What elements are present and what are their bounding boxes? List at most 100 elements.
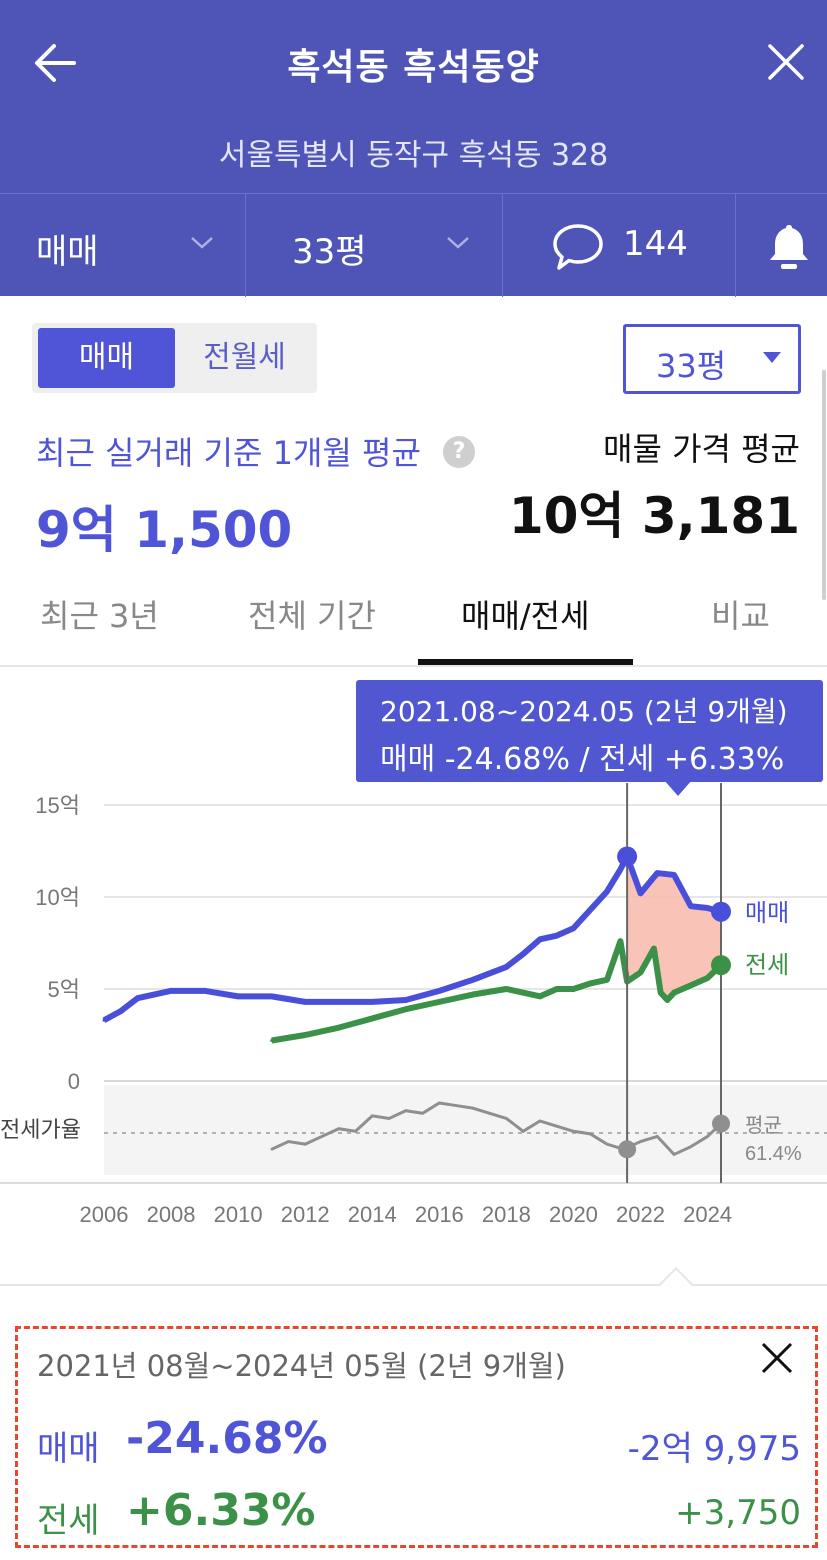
close-icon[interactable] (760, 1341, 794, 1375)
summary-sale-pct: -24.68% (126, 1413, 328, 1464)
ratio-line (271, 1101, 723, 1157)
size-dropdown[interactable]: 33평 (246, 194, 503, 297)
sale-point (404, 998, 408, 1002)
sale-point (655, 871, 659, 875)
summary-sale-amount: -2억 9,975 (627, 1429, 801, 1469)
tab-recent-3y[interactable]: 최근 3년 (40, 597, 159, 635)
size-select[interactable]: 33평 (623, 324, 801, 394)
price-chart[interactable]: 15억 10억 5억 0 2006 2008 2010 2012 2014 2016 2018 202… (0, 670, 827, 1230)
tab-sale-jeonse[interactable]: 매매/전세 (461, 597, 590, 635)
toggle-jeonse-wolse[interactable]: 전월세 (203, 340, 286, 375)
recent-price-label: 최근 실거래 기준 1개월 평균 (36, 434, 421, 472)
ratio-point (287, 1140, 290, 1143)
sale-point (605, 889, 609, 893)
x-tick-label: 2020 (549, 1202, 598, 1227)
ratio-point (320, 1135, 324, 1138)
range-fill-area (627, 856, 721, 1001)
sale-point (270, 994, 274, 998)
jeonse-point (555, 987, 559, 991)
active-tab-underline (418, 659, 633, 665)
x-tick-label: 2010 (214, 1202, 263, 1227)
ratio-label: 전세가율 (0, 1117, 81, 1142)
x-tick-label: 2018 (482, 1202, 531, 1227)
jeonse-point (665, 998, 669, 1002)
jeonse-point (337, 1026, 341, 1030)
help-icon[interactable]: ? (443, 436, 475, 468)
jeonse-point (588, 981, 592, 985)
sale-start-marker (617, 846, 638, 867)
scrollbar[interactable] (822, 370, 826, 600)
tooltip-change: 매매 -24.68% / 전세 +6.33% (380, 742, 785, 777)
ratio-avg-value: 61.4% (745, 1143, 802, 1165)
sale-point (618, 867, 622, 871)
ratio-point (371, 1114, 374, 1118)
bell-icon (770, 225, 808, 269)
series-line-jeonse (271, 938, 724, 1044)
summary-period: 2021년 08월~2024년 05월 (2년 9개월) (37, 1349, 566, 1383)
comments-button[interactable]: 144 (503, 194, 736, 297)
jeonse-end-marker (711, 955, 731, 976)
ratio-end-marker (712, 1114, 730, 1133)
chevron-down-icon (447, 237, 469, 249)
sale-point (102, 1018, 106, 1022)
recent-price: 9억 1,500 (36, 501, 293, 559)
summary-jeonse-label: 전세 (37, 1501, 100, 1541)
back-arrow-icon[interactable] (30, 40, 80, 86)
divider (0, 1284, 827, 1286)
period-tabs: 최근 3년 전체 기간 매매/전세 비교 (0, 575, 827, 667)
jeonse-point (689, 983, 693, 987)
ratio-band (104, 1085, 827, 1175)
jeonse-point (270, 1039, 274, 1043)
range-tooltip: 2021.08~2024.05 (2년 9개월) 매매 -24.68% / 전세… (356, 680, 823, 796)
sale-point (471, 978, 475, 982)
notification-button[interactable] (736, 194, 827, 297)
jeonse-point (504, 987, 508, 991)
jeonse-point (659, 991, 663, 995)
jeonse-point (370, 1016, 374, 1020)
summary-sale-label: 매매 (37, 1429, 100, 1469)
ratio-point (589, 1132, 592, 1136)
jeonse-point (652, 947, 656, 951)
tab-all-period[interactable]: 전체 기간 (248, 597, 376, 635)
jeonse-point (404, 1007, 408, 1011)
ratio-point (672, 1153, 676, 1156)
tooltip-arrow (664, 780, 692, 796)
close-icon[interactable] (764, 40, 808, 84)
sale-point (337, 1000, 341, 1004)
jeonse-point (303, 1033, 307, 1037)
sale-point (521, 952, 525, 956)
toggle-sale[interactable]: 매매 (38, 328, 175, 388)
trade-type-toggle: 매매 전월세 (32, 323, 317, 393)
size-label: 33평 (292, 232, 367, 272)
ratio-point (404, 1109, 407, 1112)
summary-jeonse-amount: +3,750 (675, 1493, 801, 1533)
jeonse-point (672, 991, 676, 995)
y-tick-label: 0 (68, 1069, 80, 1094)
trade-type-dropdown[interactable]: 매매 (0, 194, 246, 297)
sale-point (538, 937, 542, 941)
x-tick-label: 2022 (616, 1202, 665, 1227)
ratio-point (337, 1127, 340, 1130)
listing-price: 10억 3,181 (508, 487, 800, 545)
ratio-point (689, 1145, 693, 1148)
ratio-point (538, 1119, 542, 1123)
tooltip-period: 2021.08~2024.05 (2년 9개월) (380, 695, 788, 728)
sale-point (672, 873, 676, 877)
divider-notch (659, 1267, 693, 1301)
sale-point (571, 926, 575, 930)
ratio-point (387, 1117, 391, 1120)
ratio-point (438, 1101, 441, 1105)
sale-point (203, 989, 207, 993)
trade-type-label: 매매 (36, 232, 99, 272)
sale-point (236, 994, 240, 998)
ratio-point (521, 1130, 525, 1133)
ratio-point (505, 1117, 508, 1120)
legend-jeonse: 전세 (745, 952, 789, 979)
listing-price-label: 매물 가격 평균 (603, 430, 800, 468)
summary-jeonse-pct: +6.33% (126, 1485, 316, 1536)
x-tick-label: 2012 (281, 1202, 330, 1227)
tab-compare[interactable]: 비교 (711, 597, 770, 635)
ratio-point (656, 1135, 659, 1138)
sale-point (136, 996, 140, 1000)
